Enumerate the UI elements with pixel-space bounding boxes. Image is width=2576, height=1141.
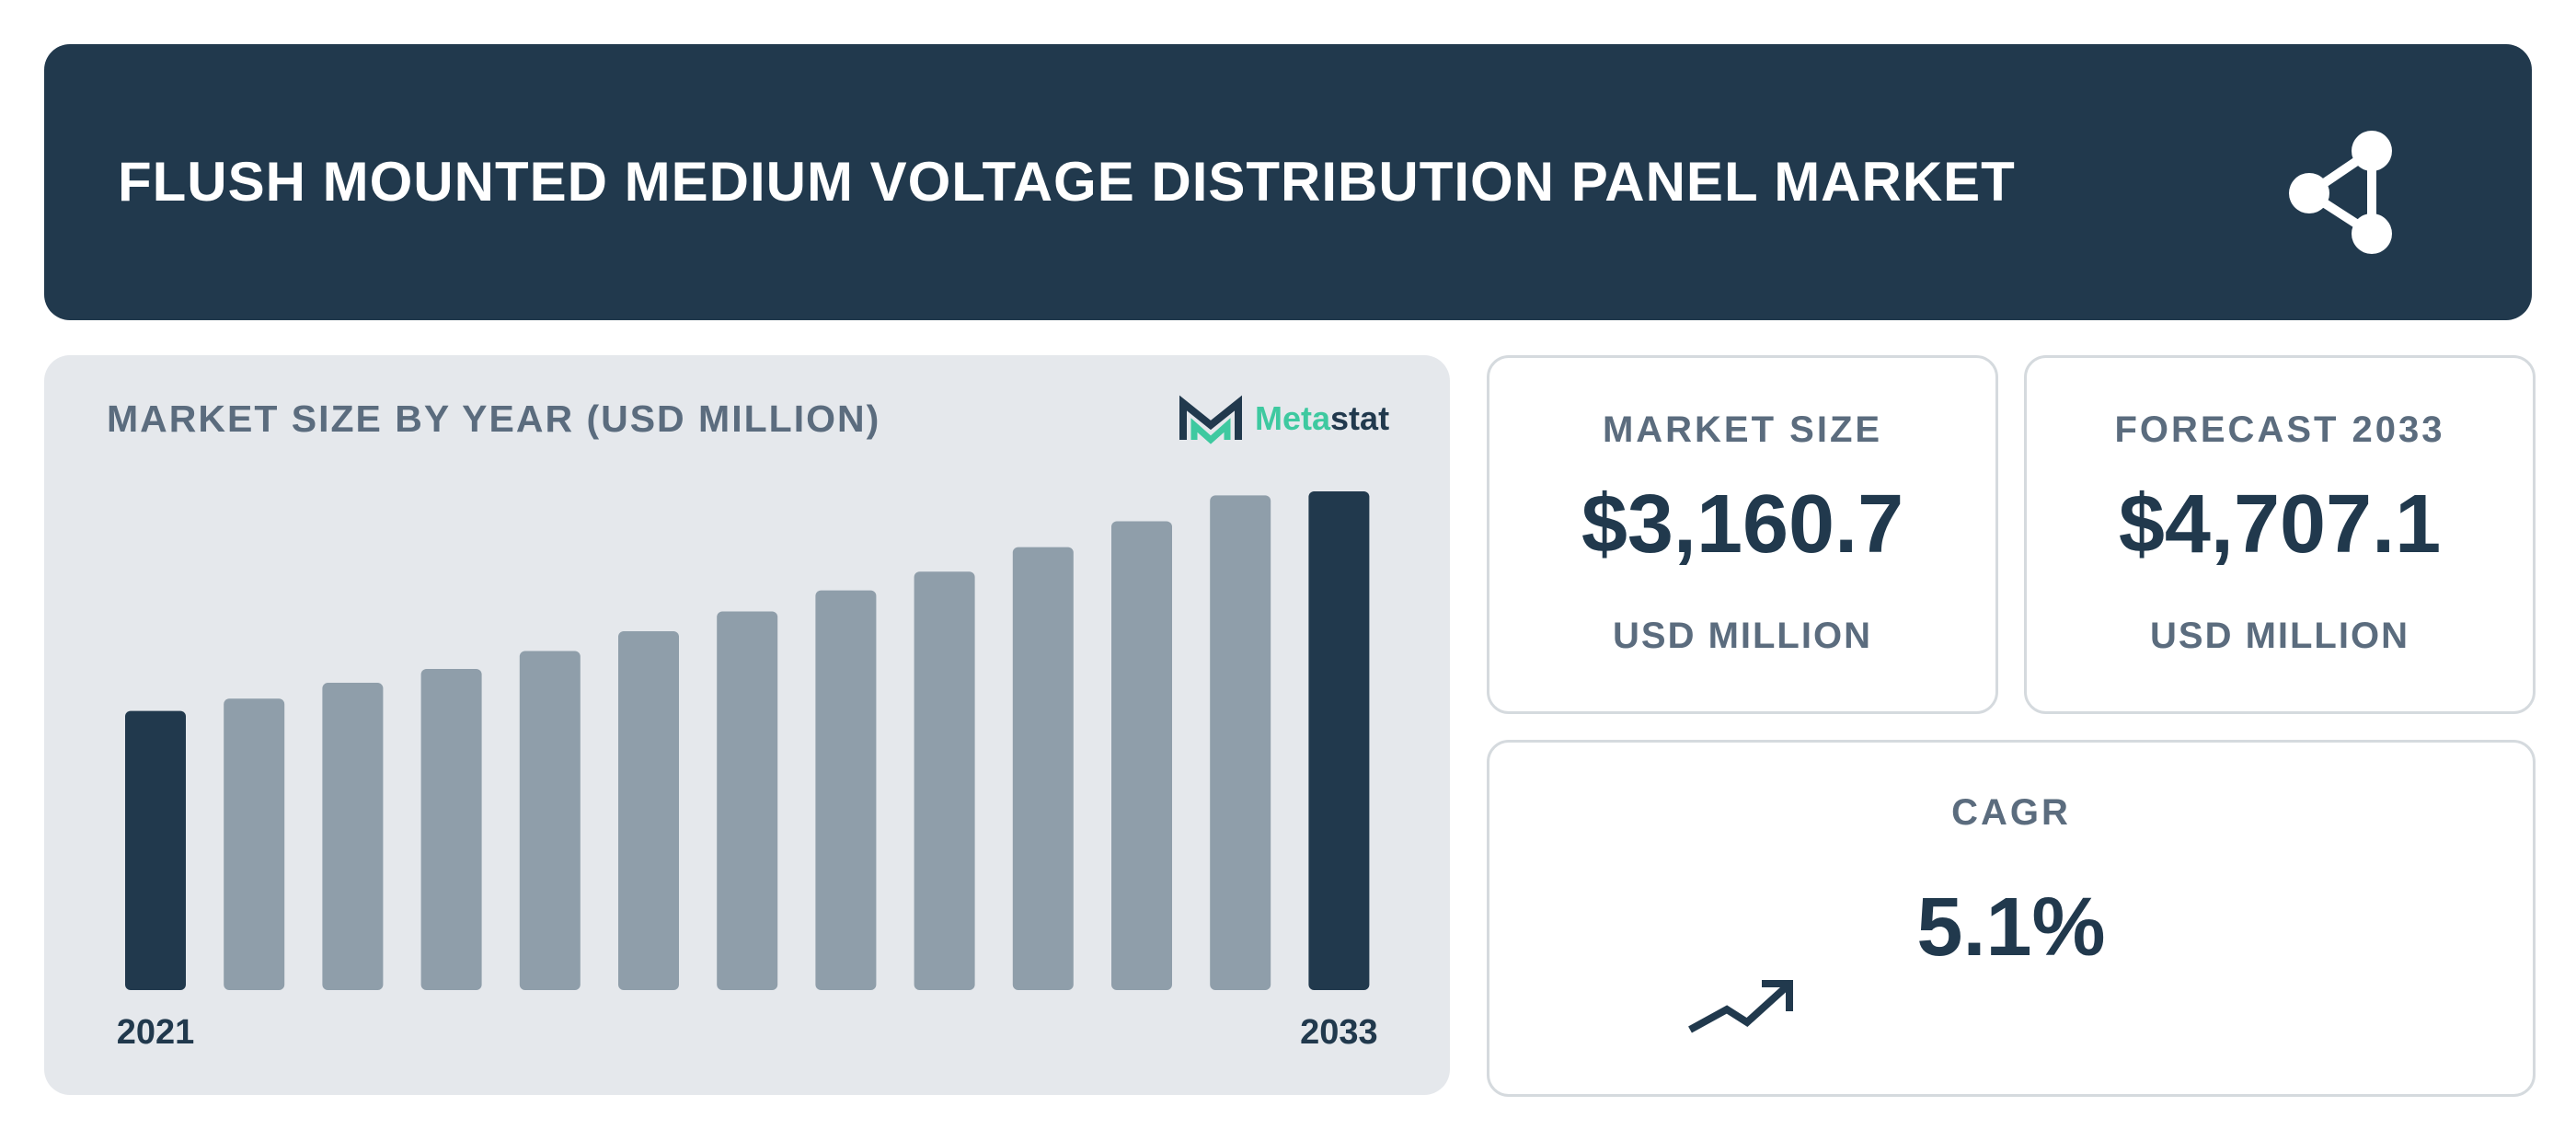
page-title: FLUSH MOUNTED MEDIUM VOLTAGE DISTRIBUTIO…: [118, 151, 2016, 213]
x-tick-label-2033: 2033: [1300, 1013, 1378, 1052]
bar-2033: [1308, 491, 1370, 990]
bar-2030: [1012, 547, 1074, 990]
share-icon[interactable]: [2271, 110, 2418, 258]
logo-text: Metastat: [1255, 399, 1389, 438]
x-tick-label-2021: 2021: [117, 1013, 195, 1052]
chart-title: MARKET SIZE BY YEAR (USD MILLION): [107, 398, 881, 440]
market-size-chart-card: 2021 2033 MARKET SIZE BY YEAR (USD MILLIO…: [44, 355, 1450, 1095]
bar-2028: [815, 590, 877, 990]
market-size-label: MARKET SIZE: [1602, 409, 1883, 450]
trend-up-icon: [1688, 980, 1793, 1033]
bar-2023: [322, 683, 384, 990]
bar-2021: [125, 710, 186, 990]
forecast-value: $4,707.1: [2118, 478, 2442, 570]
bar-2031: [1111, 521, 1172, 990]
bar-chart: 2021 2033: [117, 491, 1378, 1052]
bar-2022: [224, 698, 285, 990]
forecast-unit: USD MILLION: [2150, 616, 2409, 656]
market-size-unit: USD MILLION: [1613, 616, 1872, 656]
header-banner: FLUSH MOUNTED MEDIUM VOLTAGE DISTRIBUTIO…: [44, 44, 2532, 320]
forecast-label: FORECAST 2033: [2114, 409, 2445, 450]
forecast-card: FORECAST 2033 $4,707.1 USD MILLION: [2024, 355, 2536, 714]
cagr-card: CAGR 5.1%: [1487, 740, 2536, 1097]
bar-2029: [914, 571, 975, 990]
bar-2024: [420, 669, 482, 990]
market-size-value: $3,160.7: [1581, 478, 1904, 570]
metastat-logo-icon: [1179, 395, 1242, 444]
market-size-card: MARKET SIZE $3,160.7 USD MILLION: [1487, 355, 1998, 714]
bar-2025: [519, 651, 581, 990]
logo-text-stat: stat: [1330, 399, 1390, 437]
logo-text-meta: Meta: [1255, 399, 1331, 437]
metastat-logo: Metastat: [1178, 394, 1417, 445]
cagr-value: 5.1%: [1916, 882, 2106, 974]
bar-2026: [618, 630, 679, 990]
bar-2027: [717, 611, 778, 990]
bar-2032: [1210, 495, 1271, 990]
cagr-label: CAGR: [1951, 792, 2071, 833]
